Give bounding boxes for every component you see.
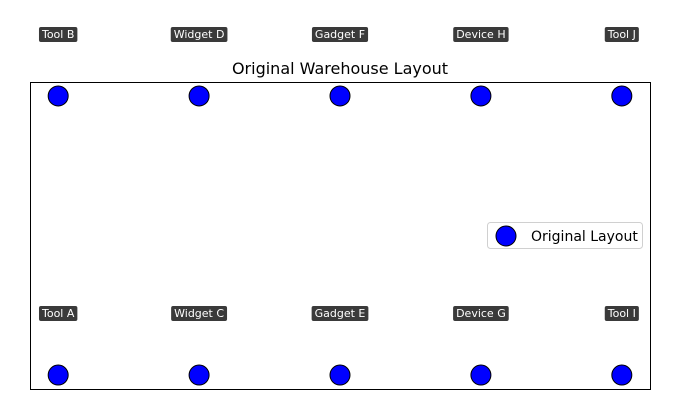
point-label-text: Gadget E: [315, 307, 366, 320]
data-point: [470, 85, 492, 107]
point-label: Tool J: [604, 26, 639, 42]
point-label-text: Device H: [456, 28, 505, 41]
data-point: [329, 85, 351, 107]
data-point: [188, 85, 210, 107]
point-label-box: [170, 26, 228, 42]
data-point: [188, 364, 210, 386]
data-point: [47, 85, 69, 107]
point-label: Gadget F: [311, 26, 369, 42]
point-label-box: [453, 306, 509, 322]
point-label-box: [311, 26, 369, 42]
point-label: Widget C: [171, 306, 228, 322]
chart-title: Original Warehouse Layout: [232, 59, 448, 78]
point-label-box: [604, 26, 639, 42]
data-point: [611, 85, 633, 107]
point-label-box: [311, 306, 369, 322]
point-label-text: Gadget F: [315, 28, 365, 41]
data-point: [47, 364, 69, 386]
point-label-text: Tool A: [41, 307, 75, 320]
point-label: Tool I: [604, 306, 639, 322]
point-label: Gadget E: [311, 306, 369, 322]
point-label-text: Tool B: [41, 28, 74, 41]
point-label-text: Tool I: [607, 307, 636, 320]
point-label: Tool A: [38, 306, 78, 322]
point-label-text: Tool J: [607, 28, 636, 41]
data-point: [611, 364, 633, 386]
point-label-box: [171, 306, 228, 322]
plot-area-frame: [30, 82, 651, 390]
points-layer: [47, 85, 633, 386]
legend-marker: [495, 225, 517, 247]
legend: Original Layout: [487, 222, 643, 249]
legend-box: [487, 222, 643, 249]
point-label-box: [38, 306, 78, 322]
legend-label: Original Layout: [531, 229, 638, 245]
point-label: Device G: [453, 306, 509, 322]
point-label: Device H: [453, 26, 509, 42]
point-label-text: Device G: [456, 307, 506, 320]
point-label: Widget D: [170, 26, 228, 42]
point-label-box: [38, 26, 78, 42]
point-label-text: Widget C: [174, 307, 224, 320]
point-label-box: [604, 306, 639, 322]
data-point: [470, 364, 492, 386]
data-point: [329, 364, 351, 386]
point-label-box: [453, 26, 509, 42]
point-label-text: Widget D: [174, 28, 225, 41]
point-label: Tool B: [38, 26, 78, 42]
labels-layer: Tool A Tool B Widget C Widget D Gadget E Gadg…: [38, 26, 639, 322]
